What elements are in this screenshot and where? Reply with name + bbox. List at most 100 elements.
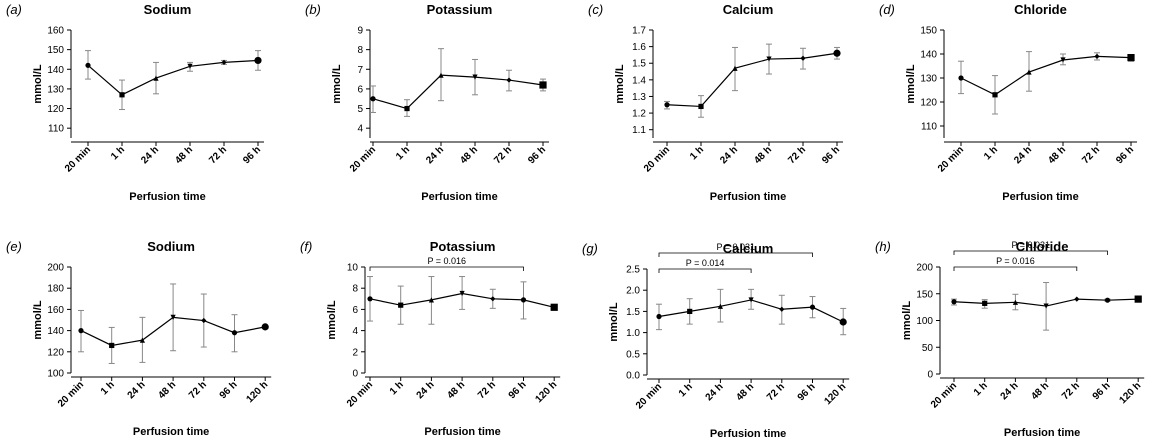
x-axis-title: Perfusion time: [710, 428, 786, 440]
chart-panel: (e) Sodium 100 120 140 160 180 200 mmol/L 20 min 1…: [6, 239, 272, 438]
data-point: [1074, 296, 1080, 302]
data-point: [472, 74, 478, 80]
y-tick-label: 4: [352, 326, 358, 337]
significance-label: P = 0.016: [427, 256, 466, 266]
data-point: [766, 56, 772, 62]
series-line: [372, 74, 544, 110]
y-tick-label: 130: [47, 84, 64, 95]
panel-letter: (f): [300, 239, 312, 254]
y-axis-title: mmol/L: [32, 64, 44, 103]
x-tick-label: 48 h: [734, 381, 756, 403]
x-tick-label: 96 h: [796, 381, 818, 403]
x-tick-label: 24 h: [1012, 144, 1034, 166]
y-tick-label: 2.0: [626, 286, 640, 297]
data-point: [254, 56, 262, 65]
data-point: [119, 92, 125, 98]
data-point: [221, 59, 227, 65]
x-tick-label: 48 h: [1046, 144, 1068, 166]
y-tick-label: 150: [920, 26, 937, 37]
data-point: [201, 317, 207, 324]
panel-title: Chloride: [1016, 239, 1069, 254]
x-tick-label: 24 h: [415, 379, 437, 401]
data-point: [951, 299, 957, 305]
data-point: [664, 102, 670, 108]
panel-title: Calcium: [723, 241, 774, 256]
data-point: [1127, 54, 1135, 62]
series-line: [87, 59, 259, 96]
data-point: [109, 342, 115, 349]
y-tick-label: 1.2: [632, 109, 646, 120]
x-tick-label: 72 h: [492, 144, 514, 166]
y-tick-label: 5: [357, 104, 363, 115]
y-tick-label: 130: [920, 74, 937, 85]
significance-bracket: [953, 266, 1078, 271]
data-point: [398, 302, 404, 308]
y-tick-label: 140: [47, 65, 64, 76]
significance-label: P = 0.031: [716, 242, 755, 252]
data-point: [809, 304, 816, 310]
x-tick-label: 48 h: [445, 379, 467, 401]
y-tick-label: 100: [916, 316, 933, 327]
x-tick-label: 20 min: [345, 379, 375, 409]
x-axis-title: Perfusion time: [1002, 191, 1078, 203]
x-axis-title: Perfusion time: [129, 191, 205, 203]
y-tick-label: 0.5: [626, 349, 640, 360]
data-point: [170, 314, 176, 320]
x-tick-label: 96 h: [820, 144, 842, 166]
y-tick-label: 1.3: [632, 92, 646, 103]
x-tick-label: 96 h: [526, 144, 548, 166]
x-tick-label: 20 min: [63, 144, 93, 174]
panel-letter: (d): [879, 2, 895, 17]
panel-title: Calcium: [723, 2, 774, 17]
x-tick-label: 24 h: [139, 144, 161, 166]
data-point: [1060, 57, 1066, 63]
x-tick-label: 24 h: [718, 144, 740, 166]
data-point: [261, 323, 269, 331]
x-tick-label: 20 min: [929, 380, 959, 410]
y-tick-label: 8: [357, 45, 363, 56]
data-point: [231, 330, 238, 336]
significance-bracket: [953, 250, 1108, 255]
panel-title: Sodium: [144, 2, 192, 17]
data-point: [1012, 299, 1018, 305]
x-tick-label: 1 h: [677, 381, 695, 399]
x-tick-label: 48 h: [458, 144, 480, 166]
x-tick-label: 48 h: [1029, 380, 1051, 402]
y-tick-label: 160: [47, 305, 64, 316]
panel-title: Chloride: [1014, 2, 1067, 17]
y-tick-label: 200: [916, 263, 933, 274]
x-tick-label: 72 h: [786, 144, 808, 166]
x-tick-label: 48 h: [156, 379, 178, 401]
series-line: [666, 52, 838, 108]
data-point: [428, 297, 434, 303]
x-tick-label: 72 h: [476, 379, 498, 401]
panel-letter: (a): [6, 2, 22, 17]
x-tick-label: 20 min: [348, 144, 378, 174]
y-axis-title: mmol/L: [32, 300, 44, 339]
significance-label: P = 0.014: [686, 258, 725, 268]
y-tick-label: 200: [47, 263, 64, 274]
data-point: [698, 103, 704, 110]
chart-panel: (g) Calcium 0.0 0.5 1.0 1.5 2.0 2.5 mmol/L 20 min…: [582, 241, 850, 440]
x-tick-label: 1 h: [972, 380, 990, 398]
y-axis-title: mmol/L: [608, 302, 620, 341]
x-tick-label: 120 h: [1117, 380, 1143, 406]
x-tick-label: 24 h: [999, 380, 1021, 402]
data-point: [1043, 303, 1049, 309]
y-tick-label: 50: [922, 343, 934, 354]
panel-title: Potassium: [430, 239, 496, 254]
y-tick-label: 1.0: [626, 328, 640, 339]
y-tick-label: 1.4: [632, 75, 646, 86]
data-point: [687, 308, 693, 314]
panel-letter: (g): [582, 241, 598, 256]
data-point: [1094, 53, 1100, 59]
x-tick-label: 72 h: [1060, 380, 1082, 402]
data-point: [539, 81, 547, 89]
y-tick-label: 150: [916, 289, 933, 300]
y-tick-label: 120: [47, 347, 64, 358]
data-point: [78, 328, 84, 334]
y-tick-label: 1.5: [632, 59, 646, 70]
x-tick-label: 1 h: [688, 144, 706, 162]
y-tick-label: 110: [921, 122, 937, 133]
significance-label: P = 0.016: [996, 256, 1035, 266]
